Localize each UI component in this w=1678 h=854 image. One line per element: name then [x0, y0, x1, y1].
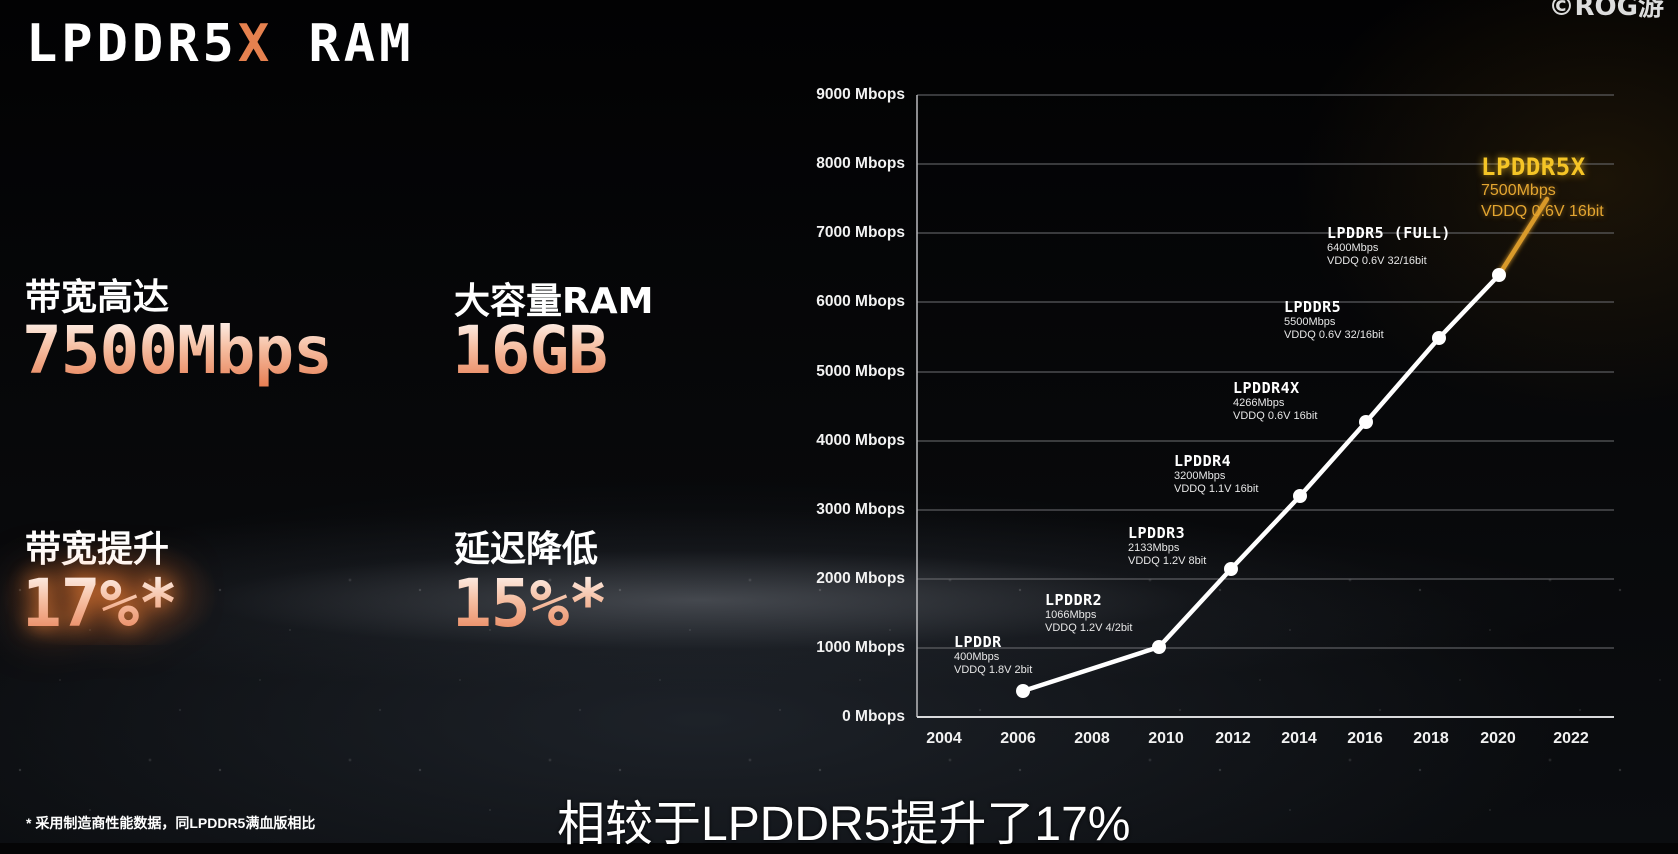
- stat-bandwidth-increase-value: 17%*: [22, 565, 178, 642]
- x-tick-2022: 2022: [1553, 730, 1589, 747]
- stat-capacity-label: 大容量RAM: [454, 281, 654, 322]
- stat-latency-value: 15%*: [452, 565, 608, 642]
- annotation-lpddr5-full: LPDDR5 (FULL) 6400Mbps VDDQ 0.6V 32/16bi…: [1327, 224, 1451, 268]
- data-points: [1016, 268, 1506, 698]
- y-tick-2000: 2000 Mbops: [816, 570, 905, 587]
- y-tick-8000: 8000 Mbops: [816, 155, 905, 172]
- x-tick-2018: 2018: [1413, 730, 1449, 747]
- annotation-lpddr3: LPDDR3 2133Mbps VDDQ 1.2V 8bit: [1128, 524, 1207, 568]
- x-tick-2006: 2006: [1000, 730, 1036, 747]
- annotation-lpddr4: LPDDR4 3200Mbps VDDQ 1.1V 16bit: [1174, 452, 1259, 496]
- y-tick-0: 0 Mbops: [842, 708, 905, 725]
- stat-latency-label: 延迟降低: [454, 529, 599, 570]
- x-tick-2020: 2020: [1480, 730, 1516, 747]
- x-tick-2016: 2016: [1347, 730, 1383, 747]
- lpddr5x-line: [1496, 196, 1550, 278]
- x-tick-2004: 2004: [926, 730, 962, 747]
- y-tick-7000: 7000 Mbops: [816, 224, 905, 241]
- annotation-lpddr5: LPDDR5 5500Mbps VDDQ 0.6V 32/16bit: [1284, 298, 1384, 342]
- title-main: LPDDR5: [26, 14, 238, 74]
- rog-watermark-logo: ©ROG游: [1548, 0, 1664, 22]
- x-tick-2012: 2012: [1215, 730, 1251, 747]
- annotation-lpddr4x: LPDDR4X 4266Mbps VDDQ 0.6V 16bit: [1233, 379, 1318, 423]
- y-tick-6000: 6000 Mbops: [816, 293, 905, 310]
- x-tick-2010: 2010: [1148, 730, 1184, 747]
- stat-capacity-value: 16GB: [452, 312, 608, 389]
- stat-bandwidth-label: 带宽高达: [25, 277, 170, 318]
- gridlines: [917, 94, 1614, 649]
- x-tick-2008: 2008: [1074, 730, 1110, 747]
- title-rest: RAM: [273, 14, 415, 74]
- annotation-lpddr: LPDDR 400Mbps VDDQ 1.8V 2bit: [954, 633, 1033, 677]
- stat-bandwidth-value: 7500Mbps: [22, 312, 333, 389]
- x-tick-2014: 2014: [1281, 730, 1317, 747]
- y-tick-5000: 5000 Mbops: [816, 363, 905, 380]
- y-tick-4000: 4000 Mbops: [816, 432, 905, 449]
- stat-glow: [0, 535, 220, 645]
- starfield-background: [0, 560, 1678, 843]
- y-tick-1000: 1000 Mbops: [816, 639, 905, 656]
- title-accent: X: [237, 14, 274, 74]
- footnote: * 采用制造商性能数据，同LPDDR5满血版相比: [26, 815, 316, 831]
- stat-bandwidth-increase-label: 带宽提升: [25, 529, 170, 570]
- annotation-lpddr5x-highlight: LPDDR5X 7500Mbps VDDQ 0.6V 16bit: [1481, 153, 1604, 220]
- slide-title: LPDDR5X RAM: [26, 14, 414, 74]
- y-tick-3000: 3000 Mbops: [816, 501, 905, 518]
- y-tick-9000: 9000 Mbops: [816, 86, 905, 103]
- subtitle-caption: 相较于LPDDR5提升了17%: [557, 798, 1131, 851]
- annotation-lpddr2: LPDDR2 1066Mbps VDDQ 1.2V 4/2bit: [1045, 591, 1133, 635]
